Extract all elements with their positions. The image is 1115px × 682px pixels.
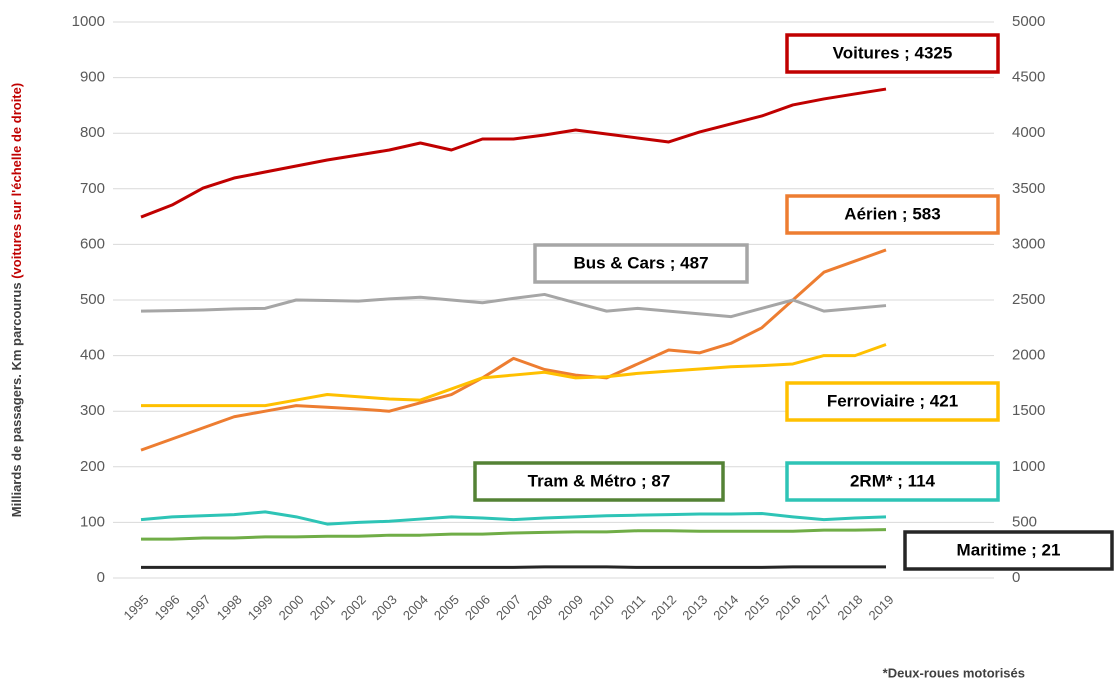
series-line	[141, 565, 886, 569]
x-tick-label: 1997	[183, 592, 214, 623]
y-tick-label: 0	[97, 569, 105, 586]
x-tick-label: 2017	[803, 592, 834, 623]
y2-tick-label: 500	[1012, 513, 1037, 530]
series-line	[141, 528, 887, 541]
y2-tick-label: 5000	[1012, 13, 1045, 30]
y2-tick-label: 0	[1012, 569, 1020, 586]
y-tick-label: 200	[80, 458, 105, 475]
y-tick-label: 800	[80, 124, 105, 141]
x-tick-label: 2007	[493, 592, 524, 623]
series-label: Bus & Cars ; 487	[573, 253, 708, 272]
y-tick-label: 300	[80, 402, 105, 419]
x-tick-label: 1995	[120, 592, 151, 623]
x-tick-label: 2002	[338, 592, 369, 623]
y-tick-label: 100	[80, 513, 105, 530]
series-line	[141, 343, 887, 408]
x-tick-label: 2000	[276, 592, 307, 623]
x-tick-label: 2005	[431, 592, 462, 623]
y2-tick-label: 3500	[1012, 180, 1045, 197]
x-tick-label: 2008	[524, 592, 555, 623]
y2-tick-label: 4500	[1012, 69, 1045, 86]
label-box	[785, 33, 1000, 74]
x-tick-label: 2006	[462, 592, 493, 623]
x-tick-label: 2003	[369, 592, 400, 623]
x-tick-label: 2016	[772, 592, 803, 623]
footnote: *Deux-roues motorisés	[883, 665, 1025, 680]
label-box	[785, 194, 1000, 235]
x-tick-label: 2013	[679, 592, 710, 623]
y-tick-label: 700	[80, 180, 105, 197]
x-tick-label: 2011	[618, 592, 648, 622]
y2-tick-label: 4000	[1012, 124, 1045, 141]
label-box	[903, 530, 1114, 571]
label-box	[533, 243, 749, 284]
x-tick-label: 1999	[245, 592, 276, 623]
y-label-main: Milliards de passagers. Km parcourus	[9, 279, 24, 517]
y2-tick-label: 2500	[1012, 291, 1045, 308]
series-label: Tram & Métro ; 87	[528, 471, 671, 490]
x-tick-label: 2012	[648, 592, 679, 623]
series-line	[140, 510, 887, 526]
series-line	[140, 292, 887, 319]
x-tick-label: 2014	[710, 592, 741, 623]
x-tick-label: 2004	[400, 592, 431, 623]
series-label: Voitures ; 4325	[833, 43, 953, 62]
x-tick-label: 1998	[214, 592, 245, 623]
y-axis-label: Milliards de passagers. Km parcourus (vo…	[9, 83, 24, 517]
x-tick-label: 2015	[741, 592, 772, 623]
series-line	[140, 248, 887, 452]
y-tick-label: 1000	[72, 13, 105, 30]
series-line	[140, 87, 887, 219]
x-tick-label: 2019	[865, 592, 896, 623]
x-tick-label: 1996	[152, 592, 183, 623]
x-tick-label: 2009	[555, 592, 586, 623]
y2-tick-label: 3000	[1012, 235, 1045, 252]
x-tick-label: 2001	[307, 592, 338, 623]
y-tick-label: 900	[80, 69, 105, 86]
series-label: 2RM* ; 114	[850, 471, 936, 490]
y2-tick-label: 1500	[1012, 402, 1045, 419]
y-tick-label: 500	[80, 291, 105, 308]
series-label: Maritime ; 21	[957, 540, 1061, 559]
series-label: Aérien ; 583	[844, 204, 940, 223]
y-label-note: (voitures sur l'échelle de droite)	[9, 83, 24, 279]
x-tick-label: 2018	[834, 592, 865, 623]
x-tick-label: 2010	[586, 592, 617, 623]
y-tick-label: 600	[80, 235, 105, 252]
y2-tick-label: 1000	[1012, 458, 1045, 475]
y2-tick-label: 2000	[1012, 347, 1045, 364]
series-label: Ferroviaire ; 421	[827, 391, 958, 410]
y-tick-label: 400	[80, 347, 105, 364]
label-box	[785, 381, 1000, 422]
label-box	[785, 461, 1000, 502]
label-box	[473, 461, 725, 502]
